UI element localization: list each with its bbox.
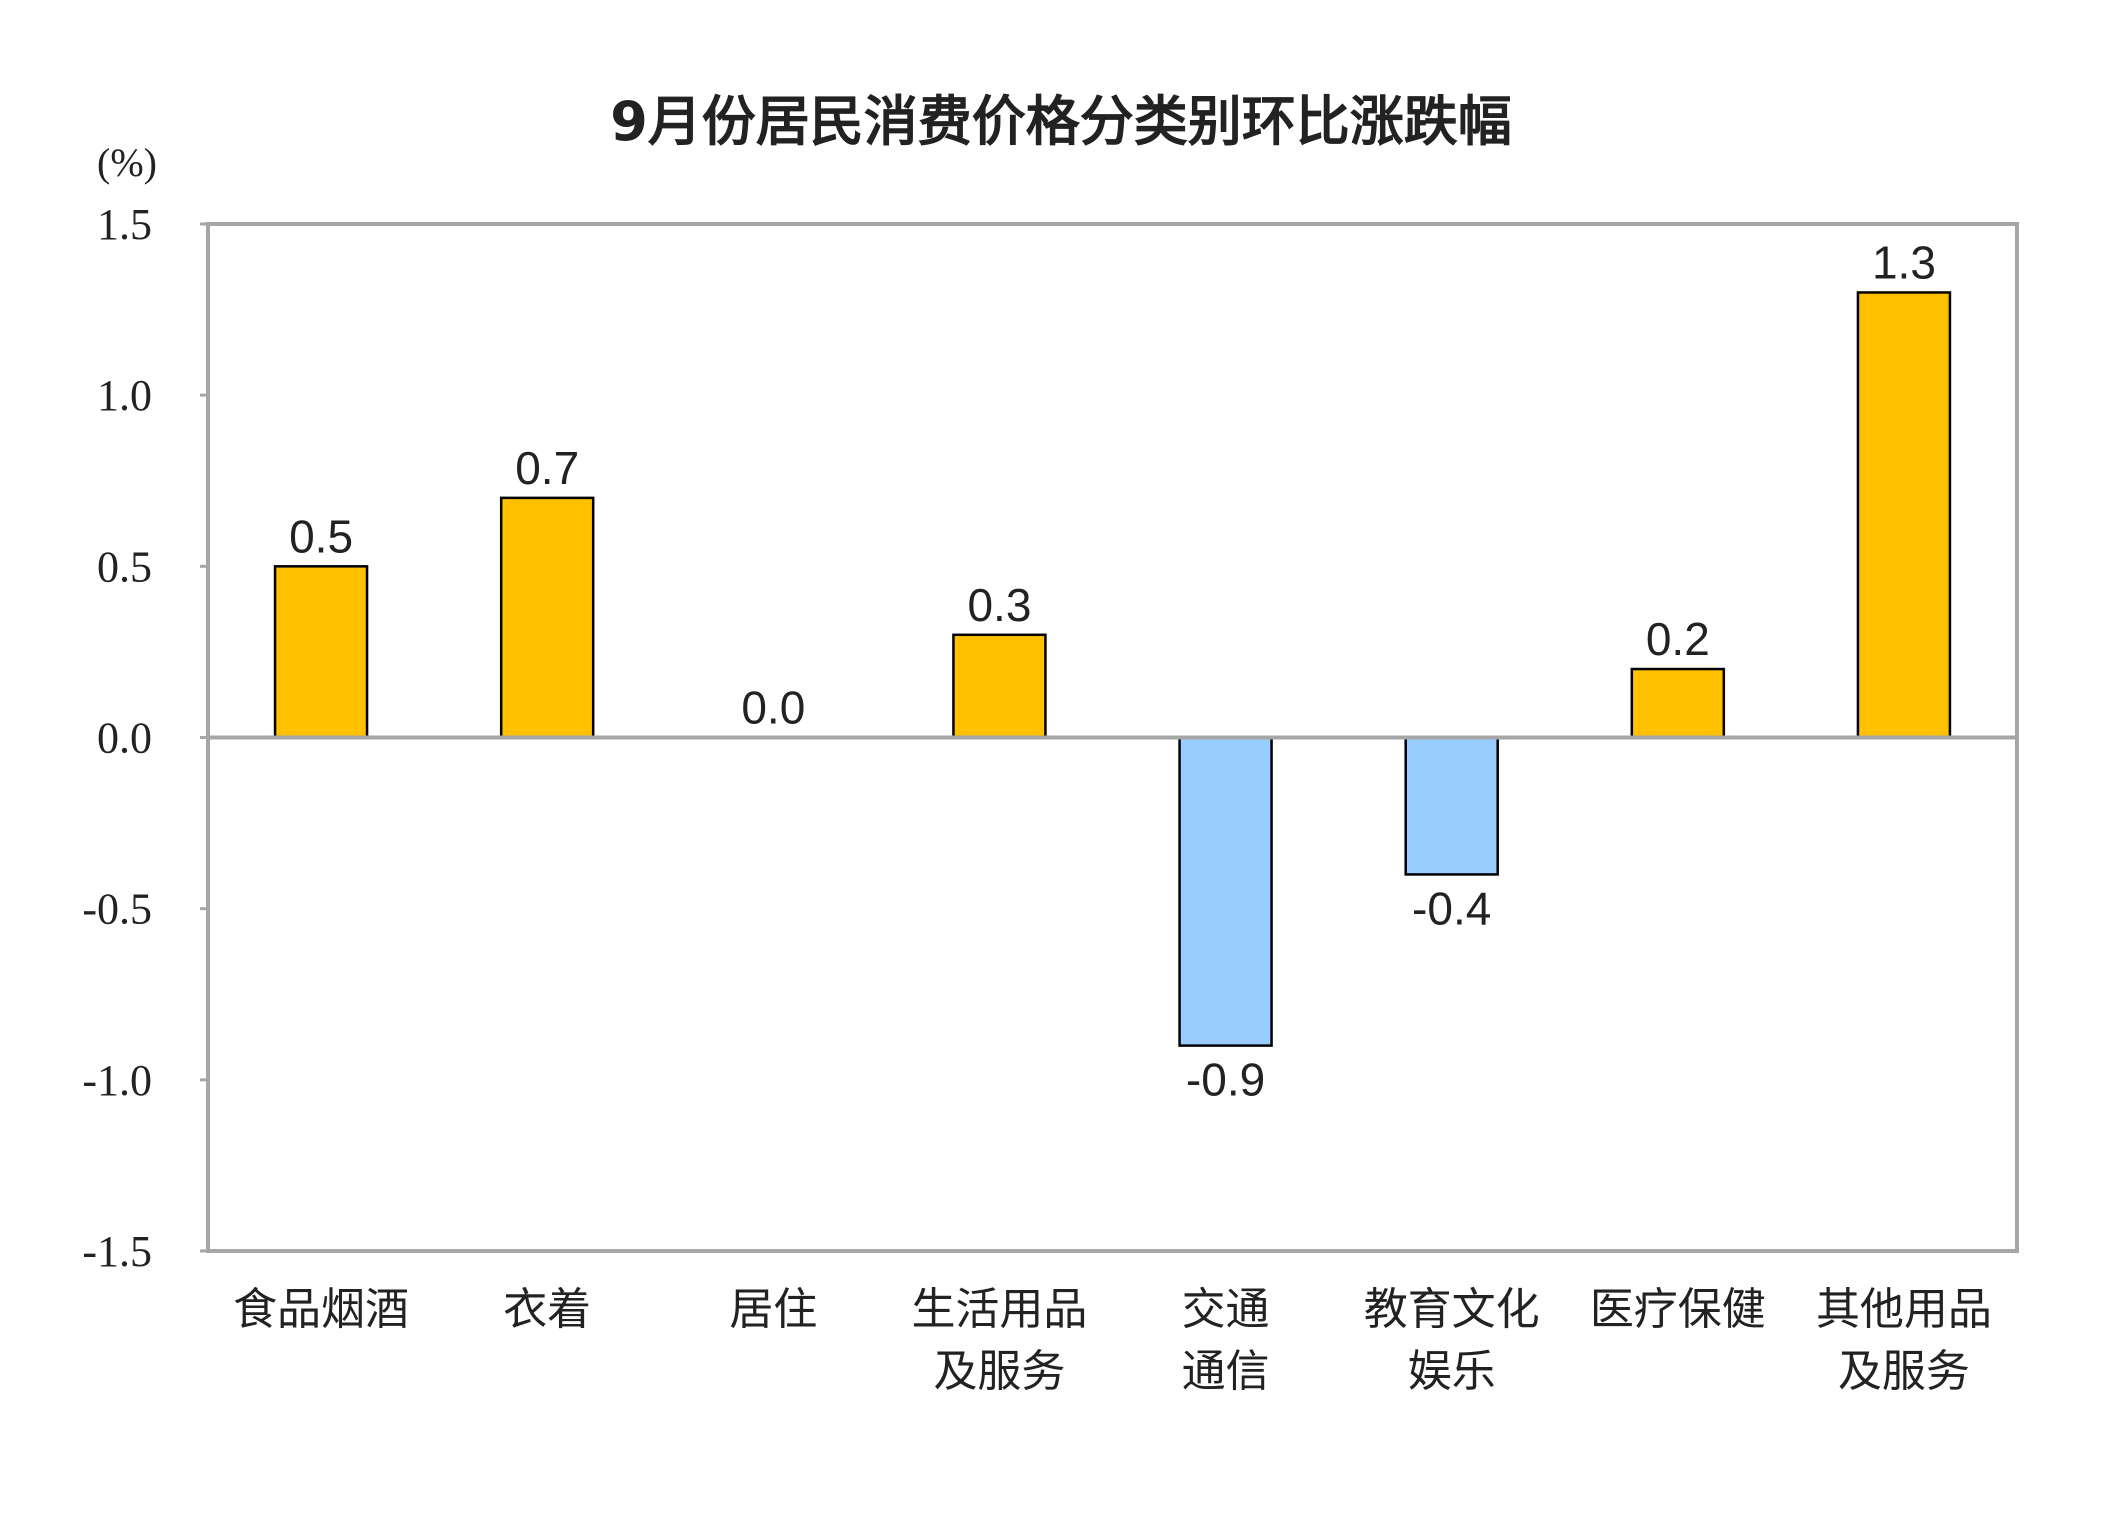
bar <box>1178 736 1273 1047</box>
y-tick-label: 1.5 <box>97 200 152 249</box>
data-label: -0.9 <box>1186 1054 1265 1106</box>
y-tick-label: -1.0 <box>82 1056 152 1105</box>
y-tick-label: -0.5 <box>82 885 152 934</box>
category-label: 衣着 <box>503 1284 591 1335</box>
category-label: 及服务 <box>1838 1346 1970 1397</box>
y-tick-label: 0.0 <box>97 714 152 763</box>
category-label: 医疗保健 <box>1590 1284 1766 1335</box>
y-axis-unit: (%) <box>97 140 157 185</box>
category-label: 交通 <box>1182 1284 1270 1335</box>
data-label: 0.3 <box>967 579 1031 631</box>
bar <box>1404 736 1499 876</box>
category-label: 通信 <box>1182 1346 1270 1397</box>
y-tick-label: 1.0 <box>97 371 152 420</box>
y-tick-label: -1.5 <box>82 1227 152 1276</box>
bar <box>1856 291 1952 739</box>
category-label: 教育文化 <box>1364 1284 1540 1335</box>
chart-title: 9月份居民消费价格分类别环比涨跌幅 <box>610 90 1512 153</box>
category-label: 及服务 <box>933 1346 1065 1397</box>
data-label: 0.7 <box>515 442 579 494</box>
category-label: 居住 <box>729 1284 817 1335</box>
y-tick-label: 0.5 <box>97 542 152 591</box>
data-label: 0.0 <box>741 682 805 734</box>
category-label: 其他用品 <box>1816 1284 1992 1335</box>
bar <box>952 633 1047 739</box>
bar <box>273 565 369 739</box>
data-label: 1.3 <box>1872 236 1936 288</box>
bar <box>1630 667 1726 739</box>
category-label: 食品烟酒 <box>233 1284 409 1335</box>
data-label: 0.2 <box>1646 613 1710 665</box>
category-label: 娱乐 <box>1408 1346 1496 1397</box>
category-label: 生活用品 <box>911 1284 1087 1335</box>
bar <box>499 496 595 739</box>
data-label: -0.4 <box>1412 882 1491 934</box>
data-label: 0.5 <box>289 510 353 562</box>
